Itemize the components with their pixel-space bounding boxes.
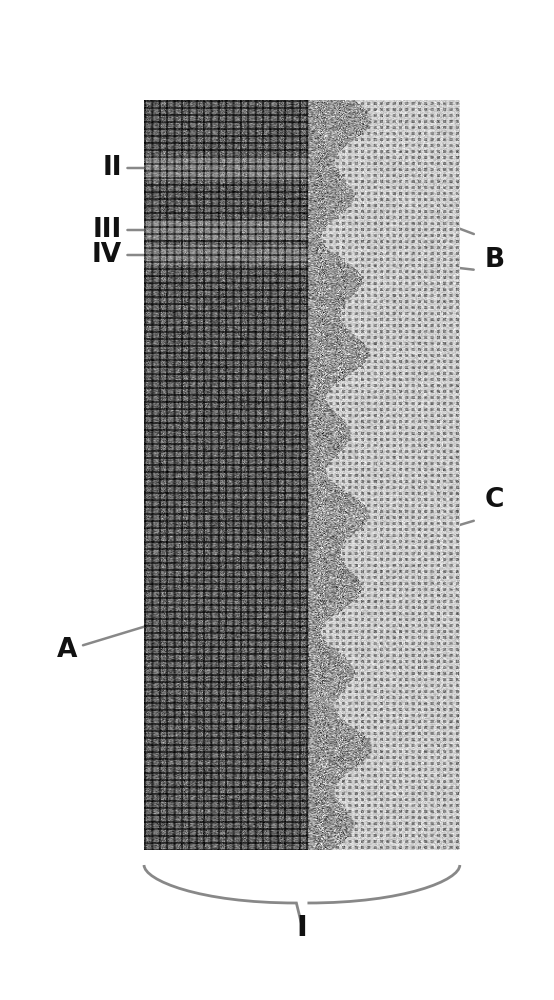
Text: IV: IV: [92, 242, 147, 268]
Text: B: B: [485, 247, 505, 273]
Text: III: III: [93, 217, 147, 243]
Text: I: I: [296, 914, 307, 942]
Text: II: II: [102, 155, 147, 181]
Text: C: C: [485, 487, 504, 513]
Text: A: A: [57, 620, 161, 663]
